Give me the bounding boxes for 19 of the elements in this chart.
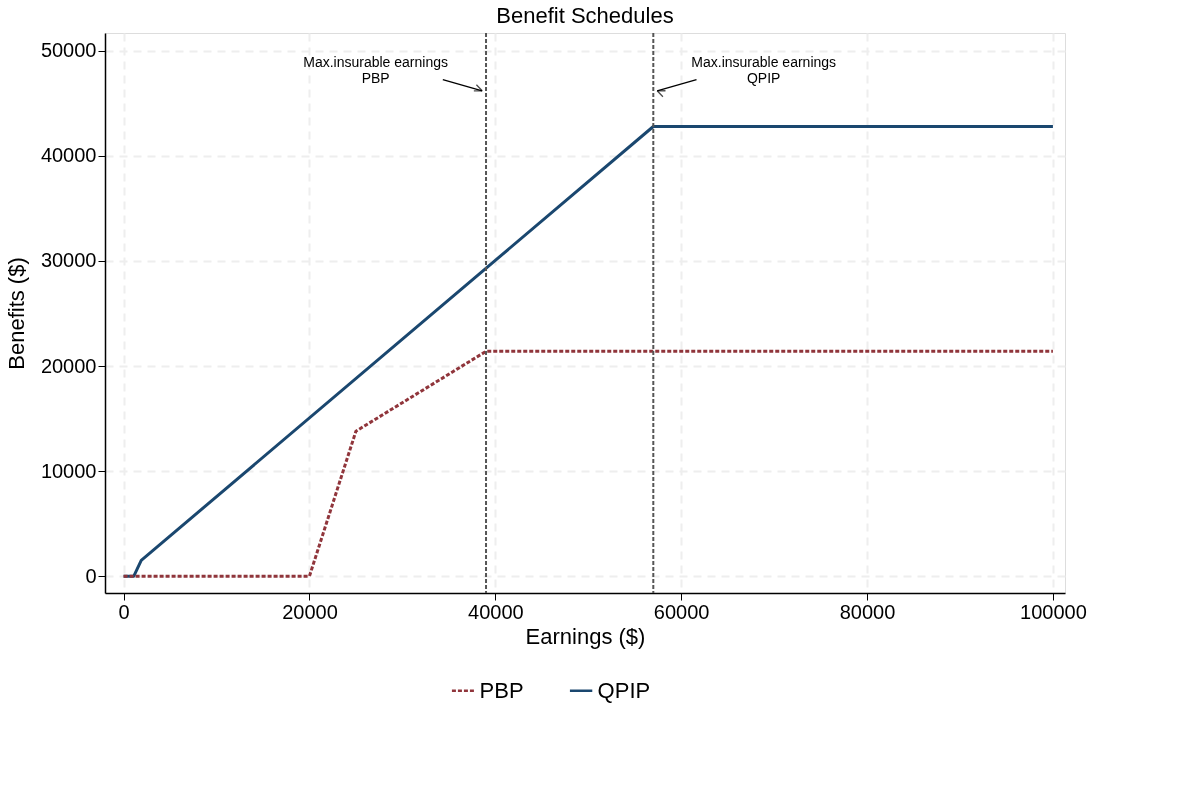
x-axis-title: Earnings ($) bbox=[525, 623, 646, 649]
x-tick-label: 80000 bbox=[839, 600, 896, 623]
y-tick-label: 40000 bbox=[40, 144, 97, 167]
x-tick-label: 100000 bbox=[1020, 600, 1087, 623]
y-tick-label: 10000 bbox=[40, 459, 97, 482]
annotation: Max.insurable earnings QPIP bbox=[691, 53, 837, 86]
y-tick-label: 0 bbox=[85, 564, 97, 587]
x-tick-label: 40000 bbox=[468, 600, 524, 623]
x-tick-label: 20000 bbox=[282, 600, 338, 623]
x-tick-label: 60000 bbox=[653, 600, 710, 623]
x-tick-label: 0 bbox=[118, 600, 130, 623]
legend-label: QPIP bbox=[597, 677, 651, 703]
legend-label: PBP bbox=[479, 677, 524, 703]
y-axis-title: Benefits ($) bbox=[3, 257, 29, 370]
y-tick-label: 20000 bbox=[40, 354, 97, 377]
y-tick-label: 50000 bbox=[40, 39, 97, 62]
chart-title: Benefit Schedules bbox=[496, 3, 674, 28]
y-tick-label: 30000 bbox=[40, 249, 97, 272]
annotation: Max.insurable earnings PBP bbox=[303, 53, 448, 86]
